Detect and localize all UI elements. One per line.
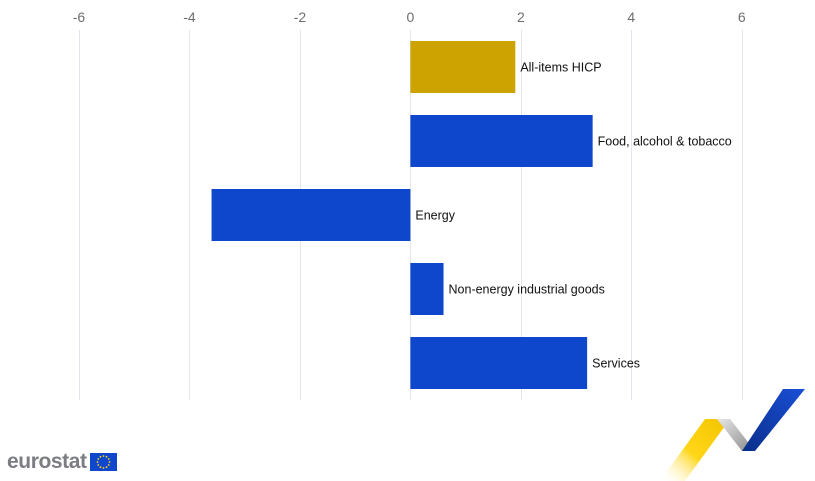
bar-label: Energy (415, 209, 455, 223)
x-tick-label: 6 (738, 9, 746, 25)
x-tick-label: -4 (183, 9, 196, 25)
x-tick-label: 0 (406, 9, 414, 25)
eurostat-logo: eurostat (7, 450, 117, 474)
x-tick-label: -6 (73, 9, 86, 25)
bar-labels: All-items HICP Food, alcohol & tobacco Ene… (415, 61, 731, 371)
bar (211, 189, 411, 241)
x-axis-tick-labels: -6 -4 -2 0 2 4 6 (73, 9, 746, 25)
bar-label: Services (592, 357, 640, 371)
bar-label: Non-energy industrial goods (449, 283, 605, 297)
x-tick-label: 2 (517, 9, 525, 25)
x-tick-label: 4 (627, 9, 635, 25)
bar (410, 337, 588, 389)
eu-flag-icon (89, 453, 117, 471)
bar-label: Food, alcohol & tobacco (598, 135, 732, 149)
bars (211, 41, 593, 389)
bar (410, 263, 444, 315)
bar-label: All-items HICP (520, 61, 601, 75)
logo-text: eurostat (7, 450, 87, 473)
hicp-bar-chart: -6 -4 -2 0 2 4 6 All-items HICP Food, alcohol &… (73, 9, 746, 400)
decorative-chevron-graphic (660, 389, 805, 481)
x-tick-label: -2 (294, 9, 307, 25)
bar (410, 115, 593, 167)
bar (410, 41, 516, 93)
